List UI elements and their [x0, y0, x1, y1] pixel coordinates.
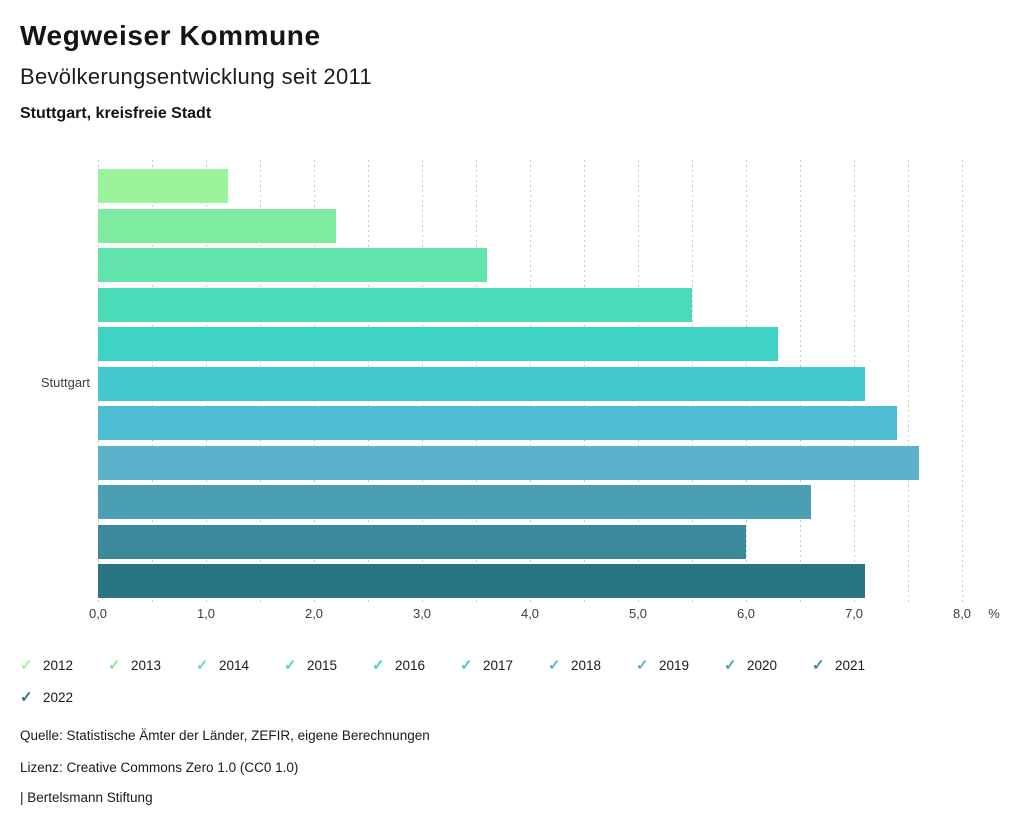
x-tick-label: 5,0	[628, 606, 648, 621]
checkmark-icon: ✓	[20, 657, 33, 674]
x-tick-label: 4,0	[520, 606, 540, 621]
checkmark-icon: ✓	[108, 657, 121, 674]
bar-2012[interactable]	[98, 169, 228, 203]
bar-2017[interactable]	[98, 366, 865, 401]
bar-2020[interactable]	[98, 485, 811, 519]
legend: ✓ 2012 ✓ 2013 ✓ 2014 ✓ 2015 ✓ 2016 ✓ 2017 ✓ 2018 ✓ 2019…	[20, 655, 930, 708]
legend-year-label: 2019	[659, 658, 690, 673]
gridline	[962, 160, 963, 604]
x-tick-label: 2,0	[304, 606, 324, 621]
source-note: Quelle: Statistische Ämter der Länder, Z…	[20, 728, 430, 743]
legend-year-label: 2013	[131, 658, 162, 673]
x-tick-label: 8,0	[952, 606, 972, 621]
gridline	[908, 160, 909, 604]
legend-item-2015[interactable]: ✓ 2015	[284, 655, 372, 676]
legend-item-2020[interactable]: ✓ 2020	[724, 655, 812, 676]
checkmark-icon: ✓	[284, 657, 297, 674]
x-tick-label: 7,0	[844, 606, 864, 621]
legend-year-label: 2020	[747, 658, 778, 673]
chart-subtitle: Bevölkerungsentwicklung seit 2011	[20, 64, 372, 89]
bar-2015[interactable]	[98, 287, 692, 322]
bar-2013[interactable]	[98, 208, 336, 243]
plot-area	[98, 160, 963, 606]
region-label: Stuttgart, kreisfreie Stadt	[20, 105, 212, 122]
legend-year-label: 2014	[219, 658, 250, 673]
x-tick-label: 0,0	[88, 606, 108, 621]
bar-2016[interactable]	[98, 327, 779, 361]
bar-2018[interactable]	[98, 406, 898, 440]
legend-year-label: 2012	[43, 658, 74, 673]
category-label: Stuttgart	[40, 375, 90, 390]
checkmark-icon: ✓	[724, 657, 737, 674]
legend-item-2016[interactable]: ✓ 2016	[372, 655, 460, 676]
legend-item-2014[interactable]: ✓ 2014	[196, 655, 284, 676]
bar-2014[interactable]	[98, 248, 487, 282]
bar-2021[interactable]	[98, 524, 746, 559]
legend-item-2013[interactable]: ✓ 2013	[108, 655, 196, 676]
checkmark-icon: ✓	[460, 657, 473, 674]
x-tick-label: 3,0	[412, 606, 432, 621]
checkmark-icon: ✓	[196, 657, 209, 674]
bar-2022[interactable]	[98, 564, 865, 598]
legend-year-label: 2022	[43, 690, 74, 705]
checkmark-icon: ✓	[548, 657, 561, 674]
checkmark-icon: ✓	[636, 657, 649, 674]
legend-item-2012[interactable]: ✓ 2012	[20, 655, 108, 676]
legend-year-label: 2018	[571, 658, 602, 673]
bar-2019[interactable]	[98, 445, 919, 480]
x-axis: 0,0 1,0 2,0 3,0 4,0 5,0 6,0 7,0 8,0%	[89, 606, 1000, 624]
legend-year-label: 2021	[835, 658, 866, 673]
legend-item-2021[interactable]: ✓ 2021	[812, 655, 900, 676]
legend-item-2017[interactable]: ✓ 2017	[460, 655, 548, 676]
checkmark-icon: ✓	[812, 657, 825, 674]
legend-year-label: 2016	[395, 658, 426, 673]
x-tick-label: 6,0	[736, 606, 756, 621]
legend-item-2018[interactable]: ✓ 2018	[548, 655, 636, 676]
attribution-note: | Bertelsmann Stiftung	[20, 790, 153, 805]
legend-item-2022[interactable]: ✓ 2022	[20, 687, 108, 708]
legend-year-label: 2017	[483, 658, 514, 673]
checkmark-icon: ✓	[372, 657, 385, 674]
x-axis-unit-label: %	[988, 606, 1000, 621]
page-title: Wegweiser Kommune	[20, 20, 321, 51]
legend-year-label: 2015	[307, 658, 338, 673]
checkmark-icon: ✓	[20, 689, 33, 706]
license-note: Lizenz: Creative Commons Zero 1.0 (CC0 1…	[20, 760, 299, 775]
x-tick-label: 1,0	[196, 606, 216, 621]
legend-item-2019[interactable]: ✓ 2019	[636, 655, 724, 676]
